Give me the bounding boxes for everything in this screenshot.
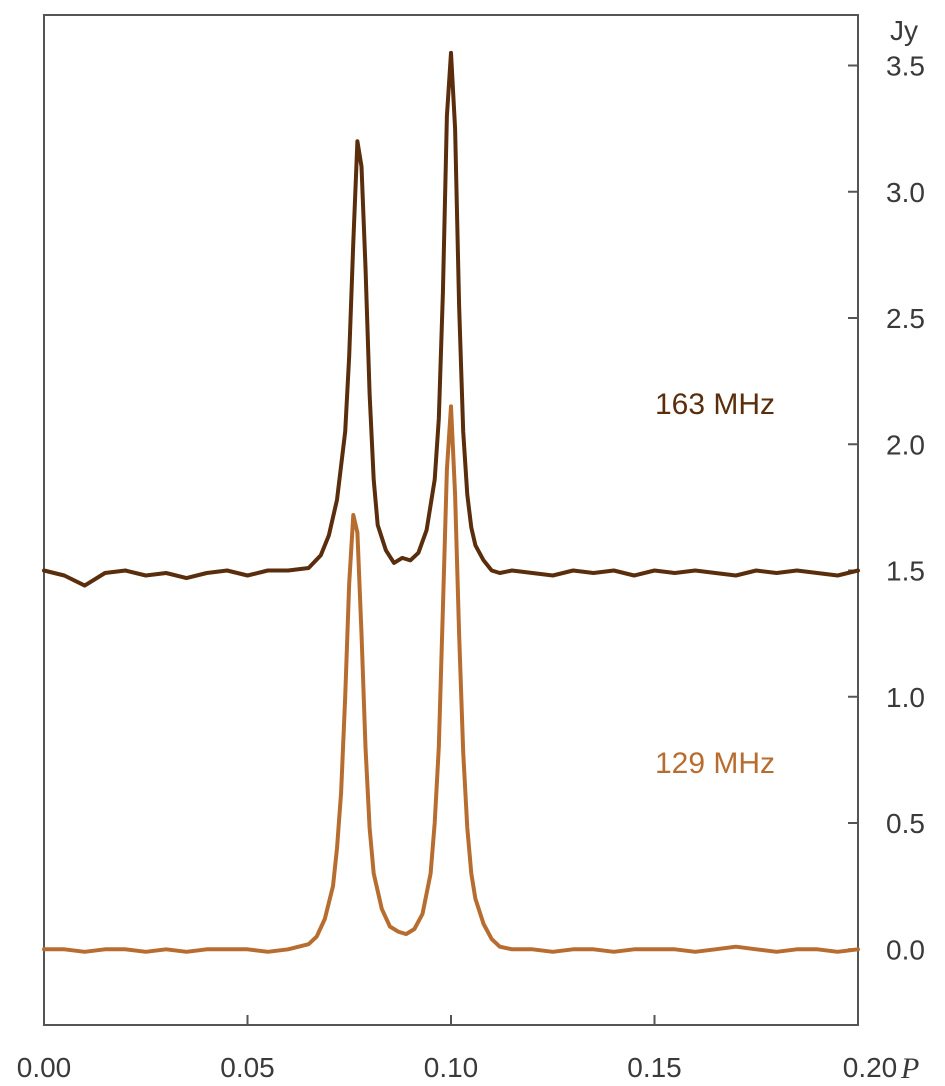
series-line-163mhz [42, 50, 860, 588]
y-tick-label: 0.5 [886, 808, 925, 839]
x-tick-label: 0.20 [843, 1052, 898, 1083]
y-tick-label: 1.5 [886, 556, 925, 587]
y-tick-label: 2.5 [886, 303, 925, 334]
series-label-129mhz: 129 MHz [655, 747, 775, 780]
x-tick-label: 0.15 [627, 1052, 682, 1083]
series-lines [42, 50, 860, 954]
y-tick-label: 0.0 [886, 934, 925, 965]
x-tick-label: 0.10 [424, 1052, 479, 1083]
x-tick-label: 0.05 [220, 1052, 275, 1083]
x-tick-label: 0.00 [17, 1052, 72, 1083]
series-label-163mhz: 163 MHz [655, 388, 775, 421]
x-axis-unit-label: P [900, 1052, 919, 1085]
y-axis-unit-label: Jy [890, 15, 918, 46]
y-tick-label: 1.0 [886, 682, 925, 713]
series-line-129mhz [42, 404, 860, 954]
y-tick-label: 3.5 [886, 51, 925, 82]
plot-frame [43, 14, 859, 1026]
x-axis-ticks: 0.00 0.05 0.10 0.15 0.20 [17, 1015, 898, 1083]
y-tick-label: 2.0 [886, 429, 925, 460]
y-tick-label: 3.0 [886, 177, 925, 208]
y-axis-ticks: 0.0 0.5 1.0 1.5 2.0 2.5 3.0 3.5 [848, 51, 925, 965]
